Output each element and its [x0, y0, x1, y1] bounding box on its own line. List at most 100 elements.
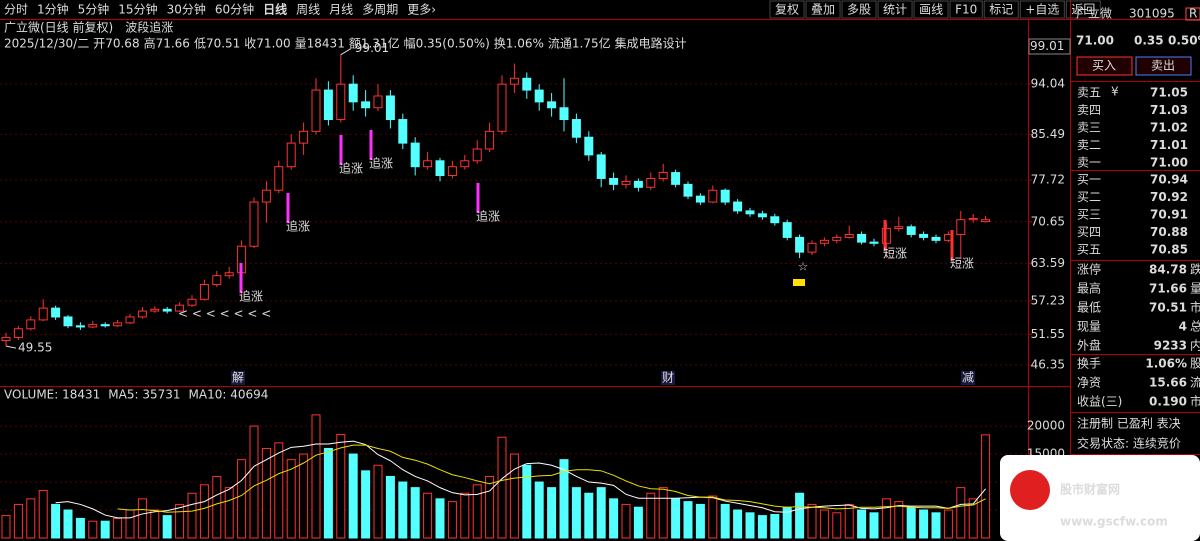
toolbar-button[interactable]: 复权: [775, 3, 799, 17]
candle-body: [212, 275, 222, 286]
trade-button-label[interactable]: 卖出: [1151, 59, 1175, 73]
toolbar-tab[interactable]: 60分钟: [215, 2, 254, 17]
event-box: [661, 371, 675, 385]
toolbar-tab[interactable]: 更多›: [407, 3, 436, 17]
candle-body: [13, 328, 23, 339]
event-label[interactable]: 解: [232, 371, 244, 385]
stat-more: 量: [1190, 282, 1200, 296]
toolbar-tab[interactable]: 30分钟: [167, 2, 206, 17]
volume-bar: [199, 484, 209, 539]
toolbar-tab[interactable]: 月线: [329, 3, 353, 17]
volume-bar: [559, 459, 569, 539]
volume-bar: [943, 509, 953, 539]
toolbar-button-frame: [877, 0, 913, 19]
quote-field: 2025/12/30/二: [4, 37, 89, 51]
candle-body: [361, 101, 371, 109]
trade-button-label[interactable]: 买入: [1092, 59, 1116, 73]
stat-value: 1.06%: [1145, 357, 1187, 371]
candle-body: [757, 213, 767, 218]
stat-label: 外盘: [1077, 338, 1101, 353]
ma-line: [55, 440, 986, 519]
stat-value: 0.190: [1149, 395, 1187, 409]
toolbar-tab[interactable]: 15分钟: [118, 2, 157, 17]
volume-bar: [447, 501, 457, 539]
candle-body: [919, 233, 929, 238]
candle-body: [559, 107, 569, 121]
order-label: 买四: [1077, 225, 1101, 239]
toolbar-button[interactable]: F10: [955, 3, 977, 17]
toolbar-button[interactable]: 返回: [1071, 3, 1095, 17]
event-label[interactable]: 减: [962, 371, 974, 385]
badge: R: [1189, 7, 1197, 21]
signal-label: 追涨: [286, 219, 310, 234]
candle-body: [398, 119, 408, 144]
signal-label: 追涨: [369, 156, 393, 171]
volume-bar: [212, 475, 222, 539]
volume-bar: [1, 515, 11, 539]
order-label: 卖四: [1077, 103, 1101, 117]
candle-body: [646, 177, 656, 188]
volume-bar: [646, 492, 656, 539]
candle-body: [26, 319, 36, 330]
toolbar-tab[interactable]: 日线: [263, 2, 287, 17]
price-change-pct: 0.50%: [1168, 34, 1200, 48]
volume-bar: [881, 498, 891, 539]
candle-body: [981, 219, 991, 223]
candle-body: [125, 316, 135, 324]
badge-frame: [1185, 7, 1200, 21]
candle-body: [609, 177, 619, 185]
volume-bar: [857, 509, 867, 539]
toolbar-button[interactable]: 叠加: [811, 3, 835, 17]
stat-value: 4: [1179, 320, 1187, 334]
volume-bar: [708, 495, 718, 539]
quote-field: 幅0.35(0.50%): [404, 36, 490, 51]
stock-name: 广立微: [1076, 6, 1112, 21]
volume-bar: [162, 515, 172, 539]
stat-label: 最高: [1077, 281, 1101, 296]
signal-label: 短涨: [950, 256, 974, 271]
volume-bar: [981, 434, 991, 539]
stat-more: 股: [1190, 357, 1200, 371]
stat-label: 换手: [1077, 357, 1101, 371]
quote-field: 集成电路设计: [615, 36, 687, 51]
volume-bar: [472, 484, 482, 539]
candle-body: [137, 310, 147, 318]
volume-bar: [931, 512, 941, 539]
y-tick-label: 46.35: [1031, 357, 1065, 371]
toolbar-button-frame: [1019, 0, 1065, 19]
toolbar-button[interactable]: 多股: [847, 3, 871, 17]
event-box: [231, 371, 245, 385]
trade-status: 交易状态: 连续竞价: [1077, 436, 1181, 451]
order-label: 卖五: [1077, 86, 1101, 100]
signal-label: 追涨: [239, 289, 263, 304]
volume-bar: [720, 503, 730, 539]
toolbar-tab[interactable]: 分时: [4, 3, 28, 17]
chart-title: 广立微(日线 前复权): [4, 20, 113, 35]
toolbar-button[interactable]: 统计: [883, 3, 907, 17]
toolbar-button-frame: [983, 0, 1019, 19]
toolbar-button[interactable]: 标记: [989, 3, 1013, 17]
trade-button[interactable]: [1076, 56, 1133, 76]
toolbar-tab[interactable]: 1分钟: [37, 2, 69, 17]
volume-bar: [869, 512, 879, 539]
order-label: 卖三: [1077, 121, 1101, 135]
volume-bar: [113, 517, 123, 539]
trade-button[interactable]: [1135, 56, 1192, 76]
star-marker: ☆: [798, 260, 809, 274]
event-label[interactable]: 财: [662, 371, 674, 385]
arrow-label: < < < < < < <: [178, 307, 271, 321]
candle-body: [51, 307, 61, 318]
currency-sign: ¥: [1111, 85, 1119, 99]
volume-bar: [398, 481, 408, 539]
candle-body: [968, 218, 978, 221]
order-price: 70.88: [1150, 225, 1188, 239]
toolbar-tab[interactable]: 周线: [296, 3, 320, 17]
toolbar-button[interactable]: +自选: [1025, 3, 1059, 17]
toolbar-button[interactable]: 画线: [919, 3, 943, 17]
toolbar-tab[interactable]: 多周期: [362, 3, 398, 17]
toolbar-tab[interactable]: 5分钟: [78, 2, 110, 17]
quote-field: 开70.68: [93, 37, 139, 51]
volume-legend: MA10: 40694: [189, 388, 269, 402]
